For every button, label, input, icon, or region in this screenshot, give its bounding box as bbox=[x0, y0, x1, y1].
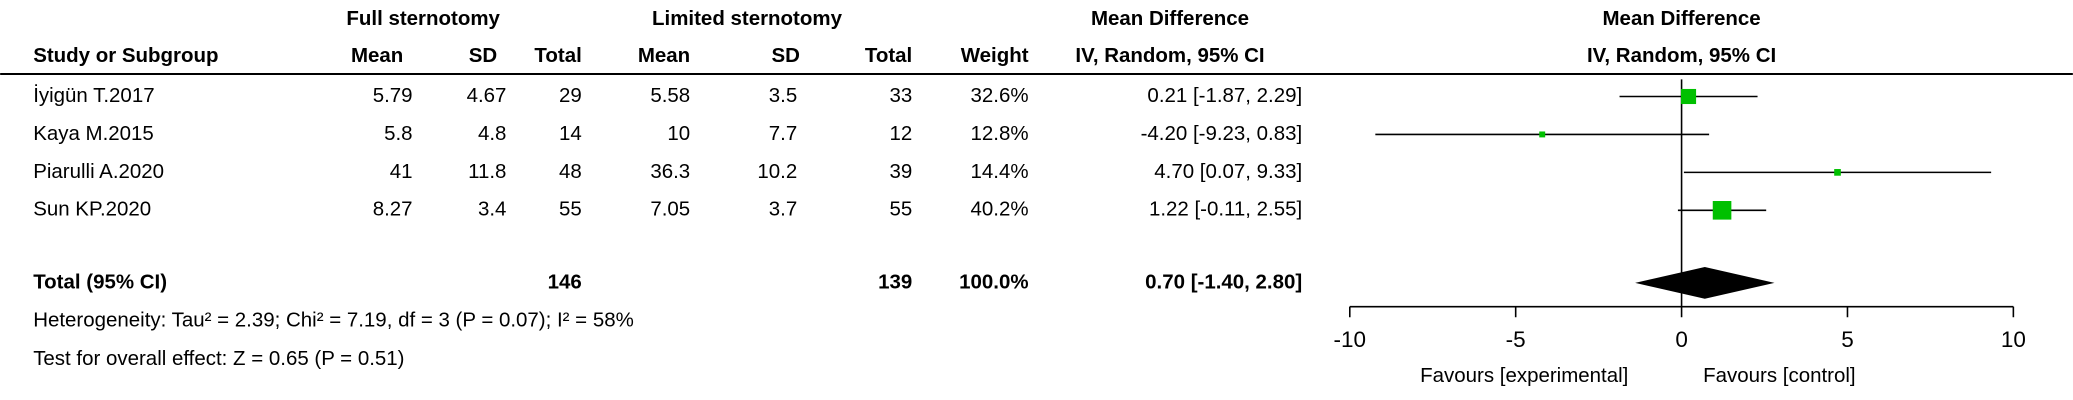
column-header: Total bbox=[865, 44, 912, 67]
table-cell: 29 bbox=[559, 84, 582, 107]
effect-label: 4.70 [0.07, 9.33] bbox=[1154, 160, 1302, 183]
table-cell: 3.5 bbox=[769, 84, 797, 107]
method-header: IV, Random, 95% CI bbox=[1075, 44, 1264, 67]
table-cell: 55 bbox=[889, 198, 912, 221]
summary-diamond bbox=[1635, 267, 1775, 299]
table-cell: 8.27 bbox=[373, 198, 413, 221]
effect-square bbox=[1834, 169, 1841, 176]
table-cell: 39 bbox=[889, 160, 912, 183]
effect-header: Mean Difference bbox=[1091, 7, 1249, 30]
group-header: Full sternotomy bbox=[346, 7, 500, 30]
x-tick-label: -10 bbox=[1334, 327, 1366, 352]
group-header: Limited sternotomy bbox=[652, 7, 843, 30]
column-header: SD bbox=[469, 44, 497, 67]
x-tick-label: 0 bbox=[1675, 327, 1688, 352]
table-cell: 5.79 bbox=[373, 84, 413, 107]
favours-label: Favours [experimental] bbox=[1420, 364, 1628, 387]
table-cell: 11.8 bbox=[468, 160, 506, 183]
total-cell: 139 bbox=[878, 270, 912, 293]
table-cell: 4.8 bbox=[478, 122, 506, 145]
table-cell: 10 bbox=[667, 122, 690, 145]
table-cell: 3.7 bbox=[769, 198, 797, 221]
table-cell: 32.6% bbox=[971, 84, 1029, 107]
column-header: Study or Subgroup bbox=[33, 44, 218, 67]
plot-method-header: IV, Random, 95% CI bbox=[1587, 44, 1776, 67]
x-tick-label: 10 bbox=[2001, 327, 2026, 352]
study-name: Kaya M.2015 bbox=[33, 122, 154, 145]
effect-label: -4.20 [-9.23, 0.83] bbox=[1141, 122, 1303, 145]
effect-label: 1.22 [-0.11, 2.55] bbox=[1149, 198, 1302, 221]
table-cell: 48 bbox=[559, 160, 582, 183]
column-header: Total bbox=[534, 44, 581, 67]
effect-square bbox=[1681, 88, 1697, 105]
overall-effect: Test for overall effect: Z = 0.65 (P = 0… bbox=[33, 347, 404, 370]
table-cell: 14.4% bbox=[971, 160, 1029, 183]
total-effect: 0.70 [-1.40, 2.80] bbox=[1145, 270, 1302, 293]
table-cell: 5.58 bbox=[650, 84, 690, 107]
effect-label: 0.21 [-1.87, 2.29] bbox=[1147, 84, 1302, 107]
column-header: SD bbox=[771, 44, 799, 67]
favours-label: Favours [control] bbox=[1703, 364, 1855, 387]
table-cell: 4.67 bbox=[467, 84, 507, 107]
total-cell: 146 bbox=[548, 270, 582, 293]
total-cell: 100.0% bbox=[959, 270, 1028, 293]
total-label: Total (95% CI) bbox=[33, 270, 167, 293]
plot-header: Mean Difference bbox=[1603, 7, 1761, 30]
x-tick-label: -5 bbox=[1506, 327, 1526, 352]
effect-square bbox=[1539, 131, 1546, 138]
effect-square bbox=[1712, 201, 1732, 220]
table-cell: 7.7 bbox=[769, 122, 797, 145]
heterogeneity: Heterogeneity: Tau² = 2.39; Chi² = 7.19,… bbox=[33, 309, 634, 332]
column-header: Weight bbox=[961, 44, 1029, 67]
study-name: Sun KP.2020 bbox=[33, 198, 151, 221]
table-cell: 33 bbox=[889, 84, 912, 107]
table-cell: 5.8 bbox=[384, 122, 412, 145]
x-tick-label: 5 bbox=[1841, 327, 1854, 352]
column-header: Mean bbox=[638, 44, 690, 67]
table-cell: 7.05 bbox=[650, 198, 690, 221]
table-cell: 10.2 bbox=[757, 160, 797, 183]
table-cell: 12.8% bbox=[971, 122, 1029, 145]
table-cell: 41 bbox=[390, 160, 413, 183]
table-cell: 12 bbox=[889, 122, 912, 145]
table-cell: 55 bbox=[559, 198, 582, 221]
study-name: İyigün T.2017 bbox=[33, 84, 154, 107]
table-cell: 36.3 bbox=[650, 160, 690, 183]
column-header: Mean bbox=[351, 44, 403, 67]
study-name: Piarulli A.2020 bbox=[33, 160, 164, 183]
table-cell: 14 bbox=[559, 122, 582, 145]
table-cell: 3.4 bbox=[478, 198, 506, 221]
table-cell: 40.2% bbox=[971, 198, 1029, 221]
